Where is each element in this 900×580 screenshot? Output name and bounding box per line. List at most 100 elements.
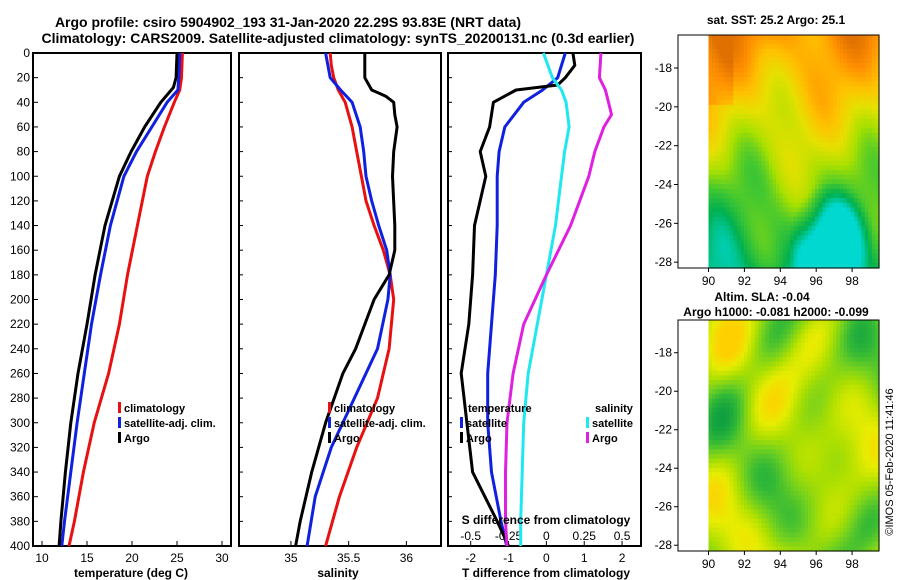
sst-map-cell (712, 76, 717, 83)
sla-map-cell (871, 338, 877, 344)
sla-map-cell (797, 329, 802, 335)
sla-map-cell (807, 347, 813, 353)
sla-map-cell (779, 393, 784, 400)
sla-map-cell (854, 320, 859, 326)
sst-map-cell (715, 198, 720, 204)
sla-map-cell (733, 453, 738, 460)
sst-map-cell (850, 216, 855, 222)
sla-map-cell (857, 417, 862, 423)
depth-tick-label: 280 (10, 391, 30, 405)
sla-map-cell (729, 518, 734, 524)
sla-map-cell (871, 486, 877, 492)
sst-map-cell (733, 160, 738, 167)
sla-map-cell (850, 366, 855, 372)
sst-map-cell (800, 128, 806, 134)
sst-map-cell (832, 58, 837, 64)
sst-map-cell (719, 193, 724, 199)
sla-map-cell (804, 504, 809, 511)
sla-map-cell (847, 509, 852, 515)
sst-map-cell (875, 258, 880, 264)
sst-map-cell (861, 146, 866, 153)
sst-map-cell (832, 118, 837, 125)
sla-map-cell (825, 495, 830, 501)
sst-map-cell (772, 165, 777, 171)
sla-map-cell (871, 463, 877, 469)
sst-map-cell (722, 151, 727, 157)
sst-map-cell (733, 142, 738, 148)
sst-map-cell (786, 240, 791, 246)
sst-map-cell (815, 118, 820, 125)
sst-map-cell (864, 128, 869, 134)
sst-map-cell (736, 193, 742, 199)
sla-map-cell (772, 518, 777, 524)
sla-map-cell (761, 477, 766, 483)
sst-map-cell (712, 207, 717, 213)
sst-map-cell (729, 100, 734, 106)
sla-map-cell (861, 403, 866, 409)
sla-map-cell (836, 458, 841, 464)
sla-map-cell (868, 504, 873, 511)
sst-map-cell (857, 165, 862, 171)
sst-map-cell (815, 165, 820, 171)
sst-map-cell (715, 58, 720, 64)
sla-map-cell (761, 389, 766, 395)
sla-map-cell (758, 338, 763, 344)
sst-map-cell (850, 240, 855, 246)
sla-map-cell (790, 417, 795, 423)
sst-map-cell (843, 240, 848, 246)
sla-map-cell (854, 338, 859, 344)
sst-map-cell (797, 235, 802, 241)
sst-map-cell (775, 35, 781, 41)
sla-map-cell (875, 430, 880, 437)
sst-map-cell (850, 35, 855, 41)
sst-map-cell (818, 193, 823, 199)
sst-map-cell (729, 81, 734, 87)
sst-map-cell (758, 207, 763, 213)
sst-map-cell (775, 62, 781, 69)
sst-map-cell (864, 240, 869, 246)
sst-map-cell (729, 249, 734, 255)
sla-map-cell (797, 361, 802, 367)
sst-map-cell (761, 100, 766, 106)
sla-map-cell (747, 407, 752, 413)
sla-map-cell (733, 481, 738, 487)
sst-map-cell (736, 81, 742, 87)
sst-map-cell (825, 174, 830, 181)
sst-map-cell (800, 137, 806, 143)
sla-map-cell (797, 384, 802, 390)
sst-map-cell (747, 137, 752, 143)
sla-map-cell (818, 477, 823, 483)
sst-map-cell (818, 244, 823, 250)
sla-map-cell (811, 356, 816, 363)
sla-map-cell (832, 514, 837, 520)
sla-map-cell (719, 338, 724, 344)
sla-map-cell (712, 407, 717, 413)
sla-map-cell (758, 403, 763, 409)
sla-map-cell (861, 463, 866, 469)
sla-map-cell (744, 467, 749, 474)
depth-tick-label: 260 (10, 366, 30, 380)
sst-map-cell (736, 109, 742, 115)
sla-map-cell (768, 481, 774, 487)
sst-map-cell (822, 198, 827, 204)
sla-map-cell (854, 430, 859, 437)
sst-map-cell (726, 179, 731, 185)
sst-map-cell (839, 72, 845, 78)
sst-map-cell (736, 165, 742, 171)
sst-map-cell (751, 244, 756, 250)
sla-map-cell (708, 421, 713, 427)
sla-map-cell (779, 500, 784, 506)
sla-map-cell (861, 495, 866, 501)
sla-map-cell (708, 338, 713, 344)
sla-map-cell (768, 527, 774, 534)
sst-map-cell (836, 100, 841, 106)
sst-map-cell (715, 263, 720, 269)
sst-map-cell (772, 137, 777, 143)
sla-map-cell (758, 449, 763, 455)
sst-map-cell (708, 193, 713, 199)
sst-map-cell (786, 179, 791, 185)
sla-map-cell (765, 375, 770, 381)
sst-map-cell (818, 151, 823, 157)
sla-map-cell (722, 449, 727, 455)
sla-map-cell (761, 546, 766, 552)
